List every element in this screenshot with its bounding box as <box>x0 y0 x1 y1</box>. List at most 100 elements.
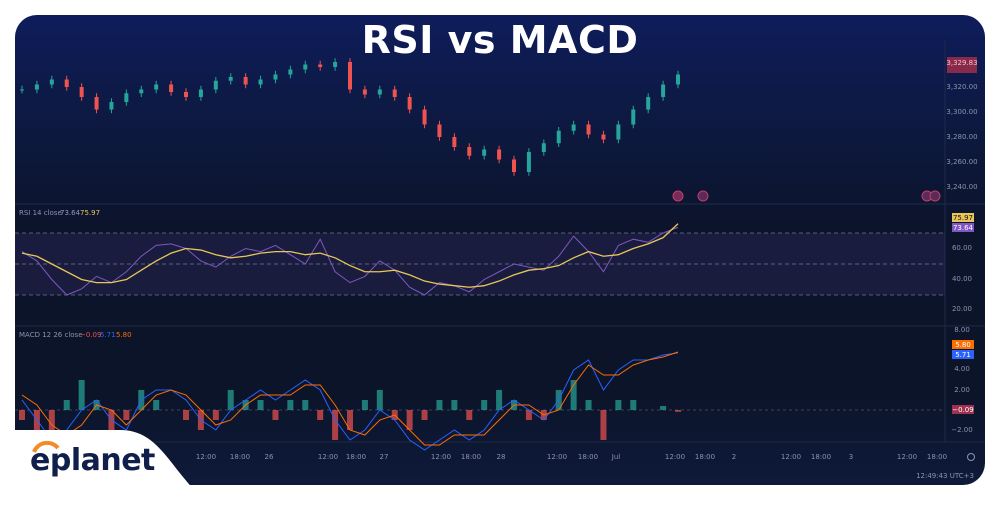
rsi-value-badge <box>952 213 974 222</box>
flag-event-icon <box>697 190 709 202</box>
macd-histogram-bar <box>361 400 368 410</box>
candle <box>198 89 203 97</box>
macd-legend-macd: 5.71 <box>100 331 116 339</box>
candle <box>64 79 69 87</box>
logo-arc-icon <box>32 440 60 453</box>
candle <box>243 77 248 85</box>
candle <box>94 97 99 110</box>
candle <box>79 87 84 97</box>
candle <box>34 84 39 90</box>
rsi-axis-label: 60.00 <box>952 244 972 252</box>
macd-histogram-bar <box>630 400 637 410</box>
time-axis-label: 27 <box>380 453 389 461</box>
candle <box>556 130 561 144</box>
candle <box>49 79 54 85</box>
axes: 3,320.00 3,300.00 3,280.00 3,260.00 3,240.00… <box>196 57 978 461</box>
macd-histogram-bar <box>227 390 234 410</box>
pane-dividers <box>15 40 985 443</box>
time-axis-label: 18:00 <box>578 453 598 461</box>
candle <box>512 159 516 172</box>
macd-value-badge <box>952 350 974 359</box>
last-price-label: 3,329.83 <box>946 59 977 67</box>
macd-legend-hist: −0.09 <box>80 331 101 339</box>
macd-value-badge <box>952 405 974 414</box>
candle <box>169 84 174 92</box>
candle <box>661 84 666 97</box>
rsi-value-badge-label: 75.97 <box>953 214 973 222</box>
candle <box>154 84 159 90</box>
time-axis-label: 12:00 <box>897 453 917 461</box>
price-axis-label: 3,300.00 <box>946 108 977 116</box>
macd-histogram-bar <box>570 380 577 410</box>
macd-axis-label: −2.00 <box>951 426 972 434</box>
candle <box>676 74 680 85</box>
candle <box>124 93 129 102</box>
time-axis-label: 18:00 <box>927 453 947 461</box>
time-axis-label: 18:00 <box>461 453 481 461</box>
macd-legend: MACD 12 26 close <box>19 331 83 339</box>
price-pane <box>20 58 941 202</box>
macd-histogram-bar <box>421 410 428 420</box>
time-axis-label: 18:00 <box>695 453 715 461</box>
macd-histogram-bar <box>332 410 339 440</box>
lightning-event-icon <box>672 190 684 202</box>
candle <box>601 134 606 140</box>
candle <box>392 89 397 97</box>
candle <box>258 79 263 85</box>
rsi-legend-ma: 75.97 <box>80 209 100 217</box>
macd-histogram-bar <box>183 410 189 420</box>
candle <box>452 137 457 147</box>
macd-axis-label: 8.00 <box>954 326 970 334</box>
macd-value-badge-label: 5.80 <box>955 341 971 349</box>
time-axis-label: 12:00 <box>196 453 216 461</box>
macd-axis-label: 4.00 <box>954 365 970 373</box>
time-axis-label: 12:00 <box>318 453 338 461</box>
time-axis-label: 18:00 <box>230 453 250 461</box>
time-axis-label: 18:00 <box>811 453 831 461</box>
candle <box>303 64 308 70</box>
macd-axis-label: 2.00 <box>954 386 970 394</box>
candle <box>646 97 651 110</box>
time-axis-label: 12:00 <box>665 453 685 461</box>
candle <box>109 102 114 110</box>
logo-background <box>0 430 205 510</box>
brand-logo: eplanet <box>30 443 155 478</box>
macd-histogram-bar <box>585 400 592 410</box>
macd-histogram-bar <box>436 400 443 410</box>
candle <box>541 143 546 152</box>
macd-histogram-bar <box>525 410 532 420</box>
macd-histogram-bar <box>406 410 413 430</box>
macd-histogram-bar <box>302 400 309 410</box>
macd-histogram-bar <box>615 400 622 410</box>
flag-event-icon <box>929 190 941 202</box>
time-axis-label: Jul <box>611 453 621 461</box>
candle <box>437 124 442 137</box>
macd-histogram-bar <box>287 400 294 410</box>
candle <box>586 124 591 135</box>
time-axis-label: 28 <box>497 453 506 461</box>
macd-pane <box>15 351 945 451</box>
macd-histogram-bar <box>63 400 70 410</box>
macd-histogram-bar <box>123 410 130 420</box>
candle <box>616 124 621 140</box>
macd-histogram-bar <box>212 410 219 420</box>
candle <box>377 89 382 95</box>
candle <box>422 109 427 125</box>
rsi-ma-line <box>21 223 679 288</box>
candle <box>482 149 487 156</box>
macd-histogram-bar <box>33 410 40 440</box>
last-price-badge <box>947 57 977 73</box>
macd-histogram-bar <box>257 400 264 410</box>
rsi-pane <box>15 223 945 296</box>
time-axis-label: 18:00 <box>346 453 366 461</box>
candle <box>139 89 144 94</box>
price-axis-label: 3,280.00 <box>946 133 977 141</box>
macd-histogram-bar <box>347 410 353 430</box>
macd-histogram-bar <box>466 410 473 420</box>
time-axis-label: 12:00 <box>547 453 567 461</box>
candle <box>228 77 233 81</box>
price-axis-label: 3,240.00 <box>946 183 977 191</box>
rsi-value-badge-label: 73.64 <box>953 224 974 232</box>
macd-histogram-bar <box>451 400 458 410</box>
